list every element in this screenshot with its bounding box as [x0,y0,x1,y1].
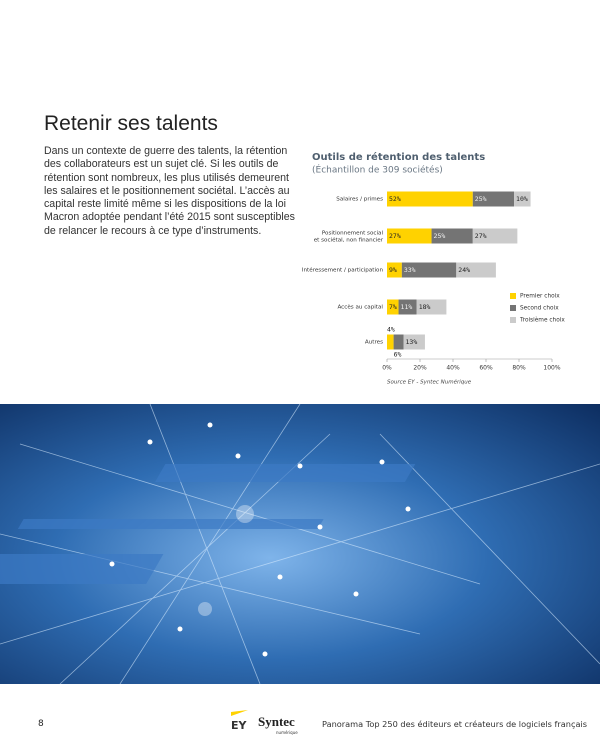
page-title: Retenir ses talents [44,112,218,135]
x-tick-label: 80% [512,365,526,372]
legend-label: Second choix [520,306,559,312]
value-label: 27% [389,232,401,240]
legend-label: Troisième choix [519,317,565,324]
category-label: Intéressement / participation [302,267,384,274]
bar-segment [398,299,417,315]
value-label: 25% [434,232,446,240]
bar-segment [387,262,402,278]
ey-mark [231,710,248,716]
bar-segment [403,334,425,350]
legend-swatch [510,305,516,311]
bar-segment [514,191,531,207]
bar-segment [387,191,473,207]
paragraph: Dans un contexte de guerre des talents, … [44,145,295,237]
legend-label: Premier choix [520,294,560,300]
value-label: 9% [389,266,397,274]
logo-ey: EY [231,719,248,732]
legend-swatch [510,317,516,323]
chart-title: Outils de rétention des talents [312,151,485,163]
logos: EY Syntec numérique [231,710,298,735]
value-label: 18% [419,303,431,311]
x-tick-label: 40% [446,365,460,372]
page-number: 8 [38,719,44,729]
bar-segment [401,262,457,278]
value-label: 27% [475,232,487,240]
decorative-image [0,404,600,684]
value-label: 13% [406,338,418,346]
category-label: Positionnement social et sociétal, non fi… [314,230,384,243]
value-label: 11% [401,303,413,311]
image-background [0,404,600,684]
network-nodes [109,422,411,657]
value-label: 52% [389,195,401,203]
legend-swatch [510,293,516,299]
category-label: Accès au capital [337,304,383,311]
bar-segment [393,334,404,350]
bar-segment [472,228,518,244]
chart-subtitle: (Échantillon de 309 sociétés) [312,164,443,176]
footer-caption: Panorama Top 250 des éditeurs et créateu… [322,719,588,729]
x-tick-label: 20% [413,365,427,372]
bar-segment [387,299,399,315]
bar-segment [456,262,496,278]
x-tick-label: 100% [543,365,560,372]
value-label: 24% [458,266,470,274]
bar-segment [387,334,394,350]
bar-segment [472,191,515,207]
network-lines [0,404,600,684]
category-label: Autres [365,340,383,346]
value-label: 4% [387,326,395,334]
chart: Outils de rétention des talents (Échanti… [302,151,566,386]
logo-syntec: Syntec [258,714,295,729]
bar-segment [431,228,473,244]
circuit-shapes [0,464,416,584]
chart-source: Source EY - Syntec Numérique [387,379,472,386]
logo-syntec-sub: numérique [276,730,298,735]
x-tick-label: 0% [382,365,392,372]
x-tick-label: 60% [479,365,493,372]
bar-segment [387,228,432,244]
value-label: 25% [475,195,487,203]
bar-segment [416,299,447,315]
value-label: 7% [389,303,397,311]
value-label: 10% [516,195,528,203]
category-label: Salaires / primes [336,197,383,203]
value-label: 33% [404,266,416,274]
value-label: 6% [394,351,402,359]
